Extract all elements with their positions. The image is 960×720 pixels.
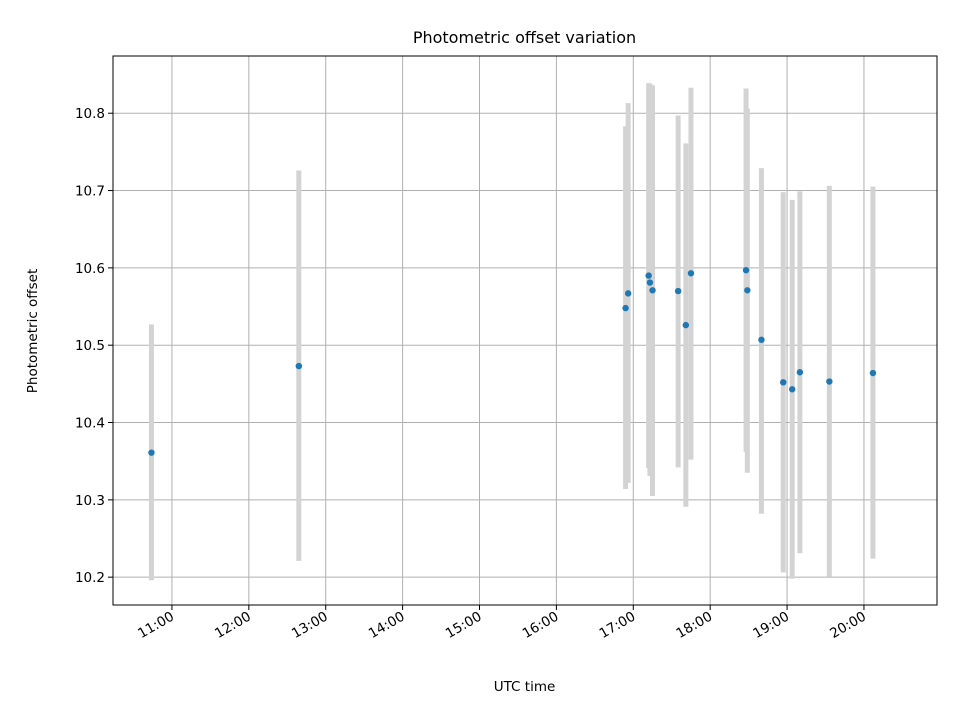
data-point — [788, 386, 796, 393]
data-point — [869, 369, 877, 377]
x-axis-label: UTC time — [494, 679, 556, 695]
x-tick-label: 15:00 — [443, 609, 485, 642]
y-tick-label: 10.4 — [75, 416, 105, 432]
data-point — [796, 369, 804, 376]
data-point — [148, 449, 155, 456]
data-point — [826, 378, 833, 385]
y-tick-label: 10.5 — [75, 338, 105, 354]
data-point — [780, 379, 787, 386]
x-tick-label: 14:00 — [366, 609, 408, 642]
data-point — [674, 287, 682, 295]
x-tick-label: 20:00 — [827, 609, 869, 642]
x-tick-label: 12:00 — [212, 609, 254, 642]
data-point — [687, 270, 695, 277]
data-point — [649, 287, 656, 294]
data-points — [148, 266, 877, 456]
data-point — [624, 290, 632, 297]
y-tick-label: 10.3 — [75, 493, 105, 509]
x-tick-label: 13:00 — [289, 609, 331, 642]
data-point — [622, 304, 629, 312]
data-point — [682, 321, 690, 329]
y-tick-label: 10.8 — [75, 106, 105, 122]
data-point — [645, 272, 652, 279]
chart-title: Photometric offset variation — [413, 28, 636, 47]
plot-frame — [112, 55, 938, 606]
y-axis: 10.2 10.3 10.4 10.5 10.6 10.7 10.8 — [75, 106, 113, 586]
x-tick-label: 16:00 — [520, 609, 562, 642]
y-tick-label: 10.7 — [75, 184, 105, 200]
y-axis-label: Photometric offset — [25, 269, 41, 393]
data-point — [646, 279, 654, 286]
x-tick-label: 18:00 — [673, 609, 715, 642]
error-bars — [148, 83, 876, 581]
x-tick-label: 19:00 — [750, 609, 792, 642]
data-point — [758, 336, 765, 343]
x-tick-label: 11:00 — [135, 609, 177, 642]
y-tick-label: 10.2 — [75, 570, 105, 586]
data-point — [742, 266, 750, 274]
data-point — [295, 362, 303, 370]
y-tick-label: 10.6 — [75, 261, 105, 277]
grid — [113, 56, 937, 605]
x-tick-label: 17:00 — [597, 609, 639, 642]
x-axis: 11:00 12:00 13:00 14:00 15:00 16:00 17:00 18:00… — [135, 605, 869, 642]
data-point — [744, 287, 751, 294]
